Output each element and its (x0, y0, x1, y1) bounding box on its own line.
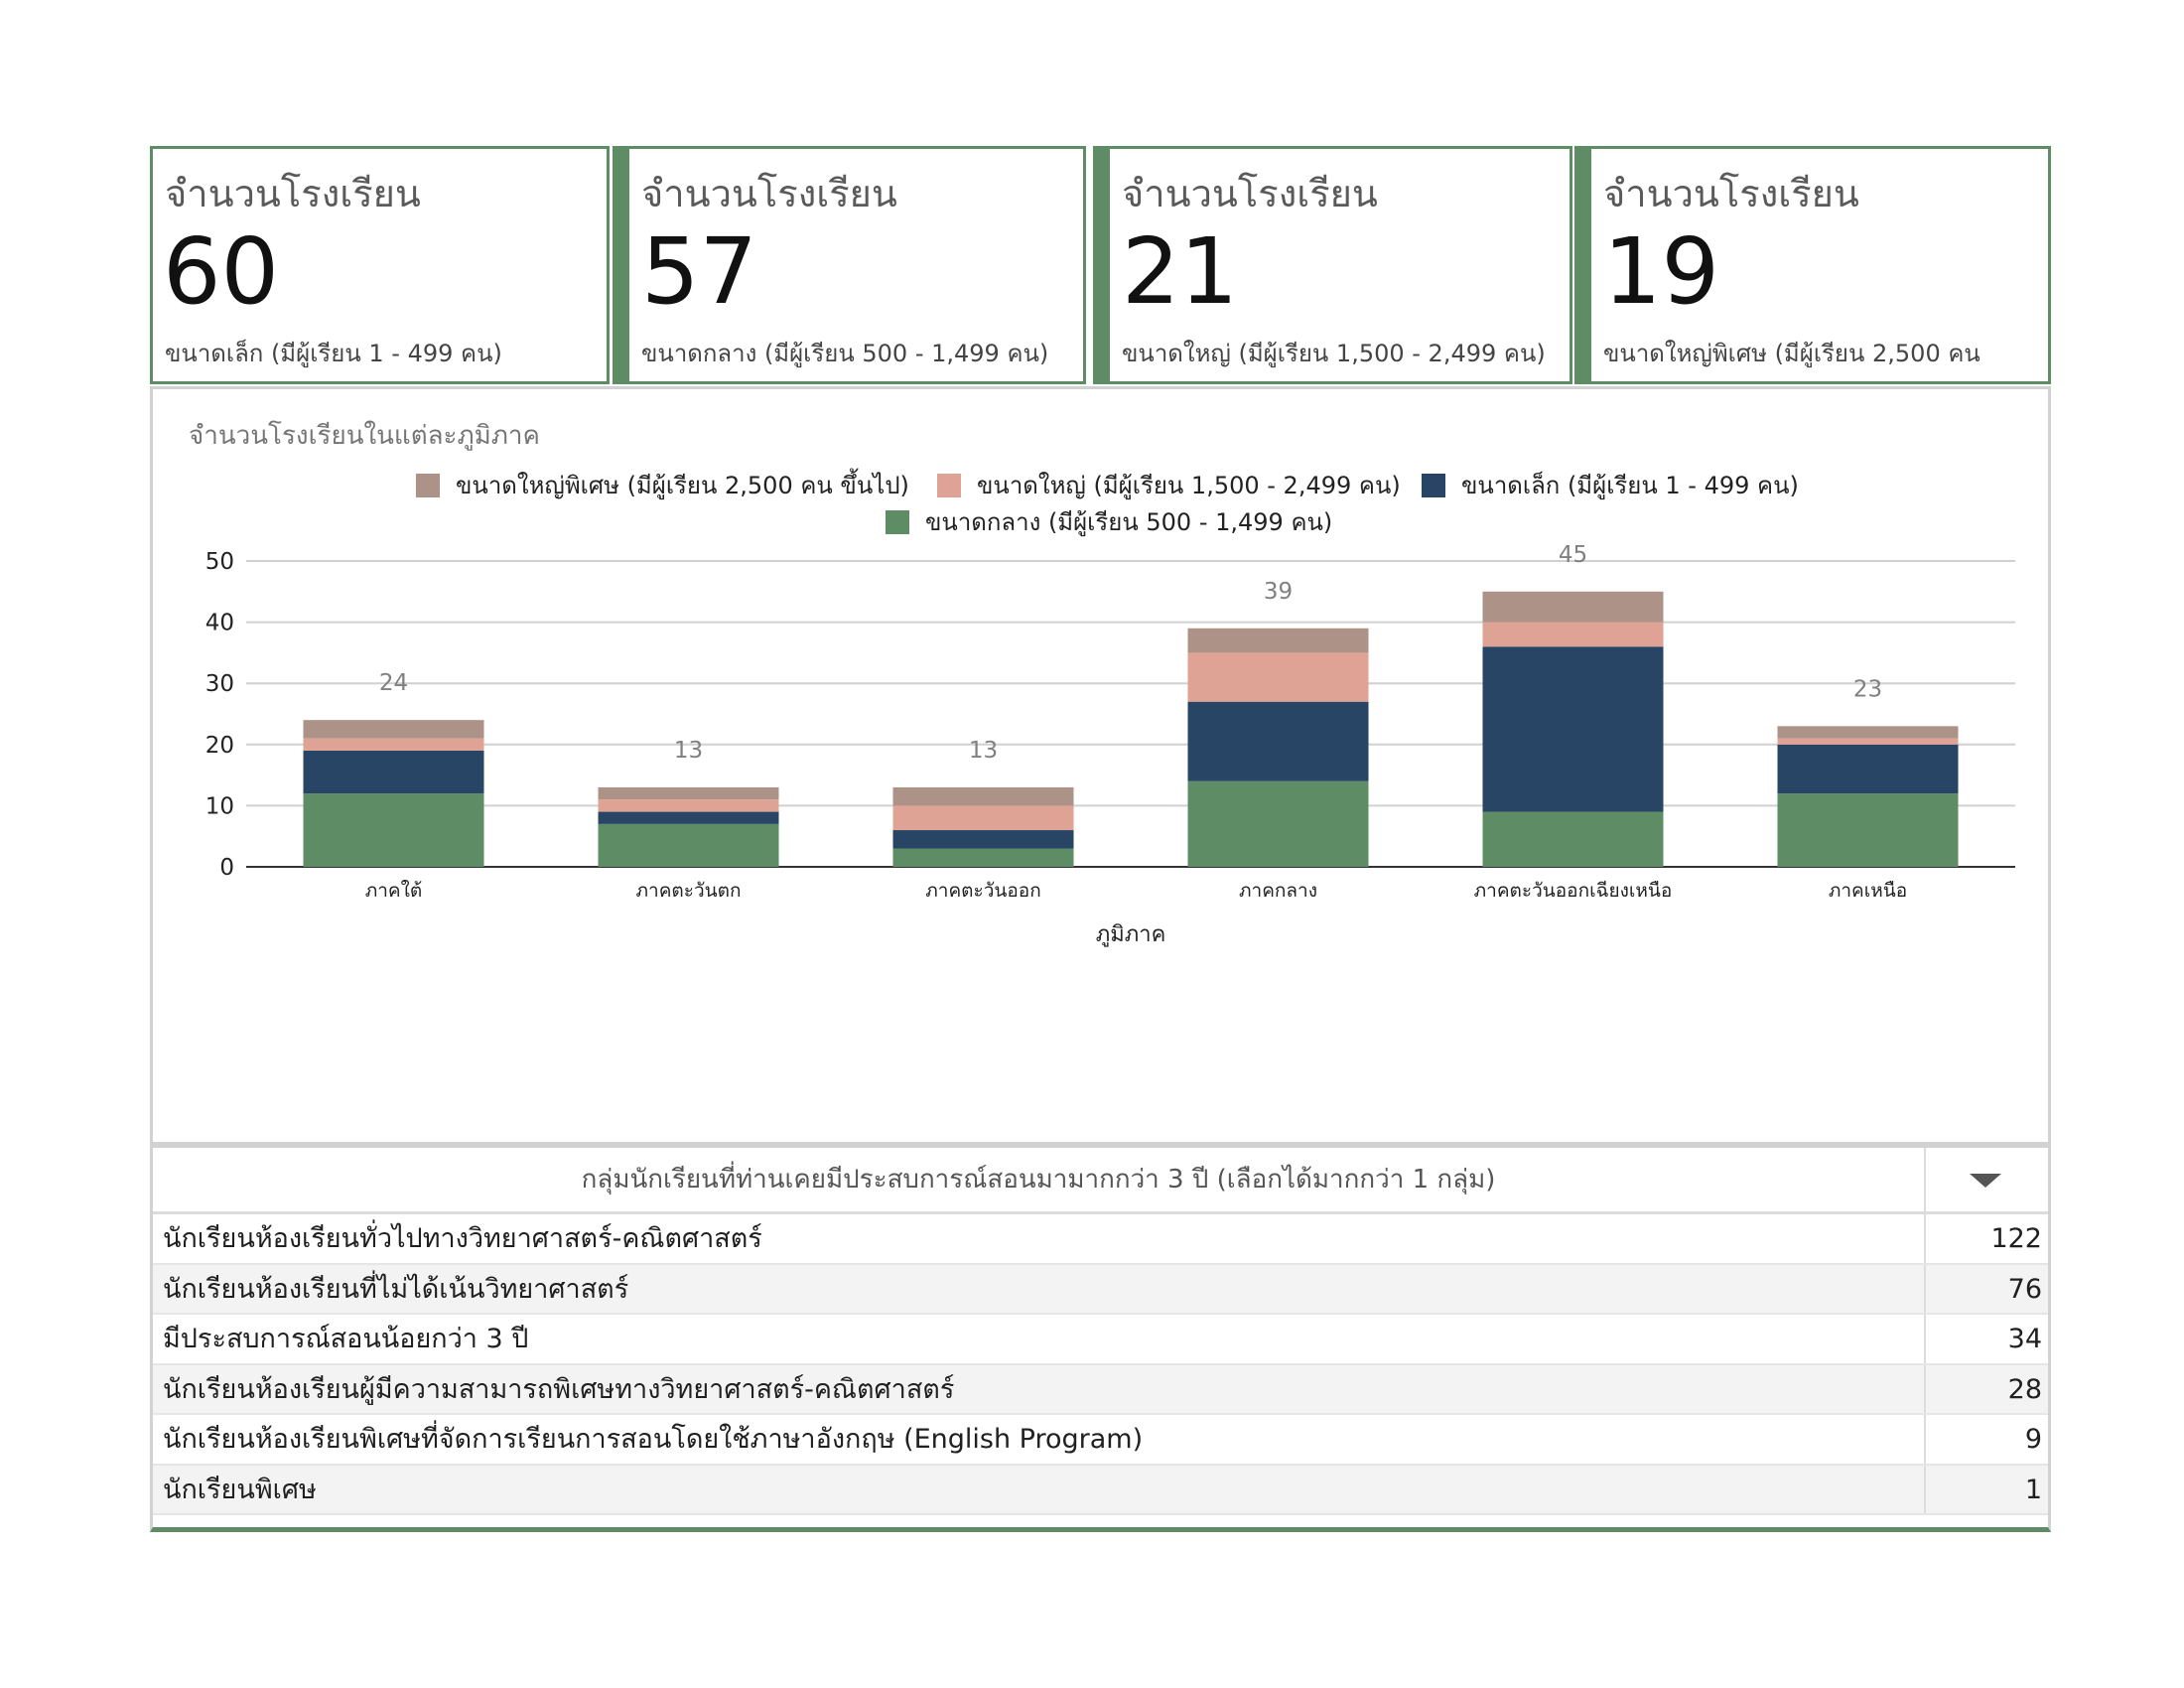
row-label: นักเรียนห้องเรียนทั่วไปทางวิทยาศาสตร์-คณ… (163, 1223, 762, 1254)
bar-segment-large (598, 799, 779, 812)
y-tick-label: 20 (205, 733, 234, 759)
stacked-bar-chart: จำนวนโรงเรียนในแต่ละภูมิภาคขนาดใหญ่พิเศษ… (189, 420, 2015, 947)
scorecard-small-schools: จำนวนโรงเรียน 60 ขนาดเล็ก (มีผู้เรียน 1 … (150, 146, 610, 384)
scorecard-subtitle: ขนาดกลาง (มีผู้เรียน 500 - 1,499 คน) (641, 340, 1049, 367)
x-tick-label: ภาคตะวันออกเฉียงเหนือ (1474, 880, 1673, 902)
scorecard-accent (1577, 149, 1591, 381)
bar-segment-small (1777, 744, 1959, 794)
bar-segment-xlarge (892, 786, 1074, 806)
x-tick-label: ภาคกลาง (1239, 880, 1317, 902)
scorecard-title: จำนวนโรงเรียน (165, 172, 421, 215)
bar-total-label: 13 (674, 738, 703, 764)
y-tick-label: 40 (205, 611, 234, 636)
scorecard-large-schools: จำนวนโรงเรียน 21 ขนาดใหญ่ (มีผู้เรียน 1,… (1093, 146, 1572, 384)
table-header: กลุ่มนักเรียนที่ท่านเคยมีประสบการณ์สอนมา… (153, 1148, 2048, 1214)
dashboard: จำนวนโรงเรียน 60 ขนาดเล็ก (มีผู้เรียน 1 … (150, 146, 2051, 1532)
caret-down-icon (1970, 1174, 2001, 1188)
table-row: มีประสบการณ์สอนน้อยกว่า 3 ปี 34 (153, 1315, 2048, 1365)
bar-segment-large (1482, 622, 1664, 647)
table-header-label[interactable]: กลุ่มนักเรียนที่ท่านเคยมีประสบการณ์สอนมา… (153, 1148, 1926, 1211)
student-group-table: กลุ่มนักเรียนที่ท่านเคยมีประสบการณ์สอนมา… (150, 1145, 2051, 1532)
bar-segment-medium (598, 823, 779, 867)
x-tick-label: ภาคใต้ (365, 880, 423, 902)
table-row: นักเรียนห้องเรียนผู้มีความสามารถพิเศษทาง… (153, 1364, 2048, 1415)
row-value: 1 (1924, 1465, 2042, 1513)
bar-segment-xlarge (1187, 628, 1369, 653)
bar-total-label: 45 (1559, 542, 1587, 568)
table-row: นักเรียนห้องเรียนที่ไม่ได้เน้นวิทยาศาสตร… (153, 1264, 2048, 1315)
scorecard-subtitle: ขนาดใหญ่ (มีผู้เรียน 1,500 - 2,499 คน) (1122, 340, 1546, 367)
bar-segment-xlarge (598, 786, 779, 800)
bar-segment-small (1187, 701, 1369, 781)
bar-segment-small (303, 750, 484, 794)
row-value: 34 (1924, 1315, 2042, 1363)
chart-title: จำนวนโรงเรียนในแต่ละภูมิภาค (189, 420, 540, 451)
table-row: นักเรียนพิเศษ 1 (153, 1465, 2048, 1515)
bar-segment-large (892, 805, 1074, 831)
row-label: นักเรียนพิเศษ (163, 1474, 317, 1505)
bar-segment-medium (303, 793, 484, 867)
row-value: 9 (1924, 1415, 2042, 1464)
legend-swatch-large (937, 474, 961, 497)
legend-swatch-small (1422, 474, 1445, 497)
x-tick-label: ภาคเหนือ (1829, 880, 1907, 902)
scorecard-subtitle: ขนาดใหญ่พิเศษ (มีผู้เรียน 2,500 คน (1603, 340, 1980, 367)
row-label: นักเรียนห้องเรียนพิเศษที่จัดการเรียนการส… (163, 1424, 1144, 1455)
bar-segment-medium (1777, 793, 1959, 867)
legend-label-xlarge: ขนาดใหญ่พิเศษ (มีผู้เรียน 2,500 คน ขึ้นไ… (456, 468, 909, 500)
scorecard-title: จำนวนโรงเรียน (1603, 172, 1859, 215)
scorecard-medium-schools: จำนวนโรงเรียน 57 ขนาดกลาง (มีผู้เรียน 50… (613, 146, 1086, 384)
scorecard-accent (615, 149, 629, 381)
y-tick-label: 0 (219, 855, 234, 881)
row-value: 122 (1924, 1214, 2042, 1263)
legend-label-medium: ขนาดกลาง (มีผู้เรียน 500 - 1,499 คน) (925, 508, 1332, 537)
bar-segment-small (892, 830, 1074, 849)
region-chart-panel: จำนวนโรงเรียนในแต่ละภูมิภาคขนาดใหญ่พิเศษ… (150, 386, 2051, 1145)
bar-segment-small (1482, 646, 1664, 812)
bar-segment-xlarge (1482, 591, 1664, 623)
bar-segment-medium (1482, 811, 1664, 867)
scorecard-xlarge-schools: จำนวนโรงเรียน 19 ขนาดใหญ่พิเศษ (มีผู้เรี… (1574, 146, 2051, 384)
legend-swatch-xlarge (416, 474, 440, 497)
bar-total-label: 24 (379, 670, 408, 696)
bar-segment-small (598, 811, 779, 824)
table-rows: นักเรียนห้องเรียนทั่วไปทางวิทยาศาสตร์-คณ… (153, 1214, 2048, 1515)
sort-toggle[interactable] (1924, 1148, 2048, 1211)
legend-label-small: ขนาดเล็ก (มีผู้เรียน 1 - 499 คน) (1461, 471, 1799, 500)
y-tick-label: 10 (205, 793, 234, 819)
scorecard-title: จำนวนโรงเรียน (1122, 172, 1378, 215)
bar-segment-xlarge (303, 720, 484, 739)
table-row: นักเรียนห้องเรียนพิเศษที่จัดการเรียนการส… (153, 1415, 2048, 1466)
bar-total-label: 13 (969, 738, 998, 764)
bar-total-label: 23 (1853, 676, 1882, 702)
scorecard-title: จำนวนโรงเรียน (641, 172, 897, 215)
row-label: นักเรียนห้องเรียนที่ไม่ได้เน้นวิทยาศาสตร… (163, 1273, 629, 1305)
bar-segment-xlarge (1777, 726, 1959, 739)
x-tick-label: ภาคตะวันตก (636, 880, 742, 902)
scorecard-value: 60 (163, 218, 280, 325)
bar-segment-large (1187, 652, 1369, 702)
row-label: มีประสบการณ์สอนน้อยกว่า 3 ปี (163, 1324, 529, 1354)
row-value: 28 (1924, 1364, 2042, 1413)
bar-segment-large (1777, 738, 1959, 745)
table-row: นักเรียนห้องเรียนทั่วไปทางวิทยาศาสตร์-คณ… (153, 1214, 2048, 1265)
scorecard-value: 57 (641, 218, 758, 325)
bar-segment-medium (1187, 780, 1369, 867)
scorecard-subtitle: ขนาดเล็ก (มีผู้เรียน 1 - 499 คน) (165, 340, 502, 367)
legend-label-large: ขนาดใหญ่ (มีผู้เรียน 1,500 - 2,499 คน) (977, 472, 1401, 500)
x-axis-title: ภูมิภาค (1096, 922, 1166, 947)
bar-total-label: 39 (1264, 579, 1293, 605)
row-label: นักเรียนห้องเรียนผู้มีความสามารถพิเศษทาง… (163, 1373, 955, 1405)
scorecards: จำนวนโรงเรียน 60 ขนาดเล็ก (มีผู้เรียน 1 … (150, 146, 2051, 384)
bar-segment-medium (892, 848, 1074, 867)
legend-swatch-medium (886, 510, 909, 534)
x-tick-label: ภาคตะวันออก (925, 880, 1040, 902)
row-value: 76 (1924, 1264, 2042, 1313)
scorecard-value: 19 (1603, 218, 1720, 325)
y-tick-label: 50 (205, 549, 234, 575)
scorecard-accent (1096, 149, 1110, 381)
bar-segment-large (303, 738, 484, 751)
y-tick-label: 30 (205, 671, 234, 697)
scorecard-value: 21 (1122, 218, 1239, 325)
